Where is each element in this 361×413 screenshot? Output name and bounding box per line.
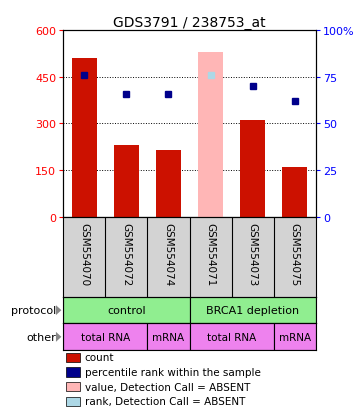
Text: GSM554070: GSM554070	[79, 223, 89, 286]
Bar	[190, 324, 274, 350]
Bar	[66, 382, 79, 391]
Text: percentile rank within the sample: percentile rank within the sample	[84, 367, 261, 377]
Text: control: control	[107, 306, 145, 316]
Text: GSM554073: GSM554073	[248, 223, 258, 286]
Bar	[66, 353, 79, 362]
Bar	[147, 324, 190, 350]
Text: GSM554074: GSM554074	[164, 223, 174, 286]
Text: other: other	[26, 332, 56, 342]
Text: total RNA: total RNA	[207, 332, 256, 342]
Bar	[63, 297, 190, 324]
Text: protocol: protocol	[11, 306, 56, 316]
Bar	[66, 396, 79, 406]
Bar	[198, 53, 223, 217]
Text: BRCA1 depletion: BRCA1 depletion	[206, 306, 299, 316]
Bar	[114, 146, 139, 217]
Text: total RNA: total RNA	[81, 332, 130, 342]
Bar	[71, 59, 97, 217]
Bar	[240, 121, 265, 217]
Bar	[190, 297, 316, 324]
Text: GSM554071: GSM554071	[205, 223, 216, 286]
Bar	[282, 168, 308, 217]
Bar	[66, 367, 79, 377]
Text: GSM554072: GSM554072	[121, 223, 131, 286]
Text: value, Detection Call = ABSENT: value, Detection Call = ABSENT	[84, 382, 250, 392]
Title: GDS3791 / 238753_at: GDS3791 / 238753_at	[113, 16, 266, 30]
Text: mRNA: mRNA	[152, 332, 184, 342]
Text: mRNA: mRNA	[279, 332, 311, 342]
Bar	[63, 324, 147, 350]
Text: count: count	[84, 352, 114, 362]
Bar	[274, 324, 316, 350]
Text: rank, Detection Call = ABSENT: rank, Detection Call = ABSENT	[84, 396, 245, 406]
Bar	[156, 150, 181, 217]
Text: GSM554075: GSM554075	[290, 223, 300, 286]
